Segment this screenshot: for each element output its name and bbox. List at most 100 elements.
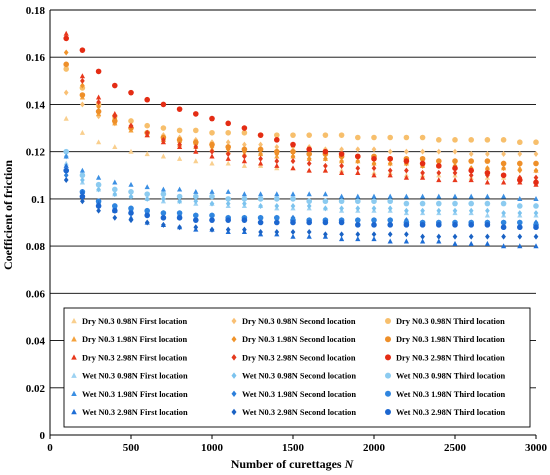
legend-item: Dry N0.3 0.98N Third location xyxy=(385,317,505,326)
data-point xyxy=(63,35,69,42)
data-point xyxy=(79,47,86,53)
data-point xyxy=(274,137,280,143)
data-point xyxy=(209,193,215,200)
data-point xyxy=(241,196,248,202)
data-point xyxy=(193,212,199,219)
data-point xyxy=(452,158,458,164)
data-point xyxy=(533,196,539,201)
data-point xyxy=(225,120,231,127)
legend-label: Wet N0.3 2.98N Third location xyxy=(396,408,506,417)
data-point xyxy=(144,122,150,129)
data-point xyxy=(387,134,394,141)
data-point xyxy=(322,148,329,155)
data-point xyxy=(371,165,377,172)
data-point xyxy=(533,160,539,167)
data-point xyxy=(112,214,118,221)
data-point xyxy=(128,89,134,96)
data-point xyxy=(500,160,507,167)
data-point xyxy=(485,233,490,240)
data-point xyxy=(112,82,118,89)
data-point xyxy=(193,188,199,194)
data-point xyxy=(225,129,231,136)
data-point xyxy=(436,148,442,155)
data-point xyxy=(339,205,344,212)
data-point xyxy=(306,132,313,138)
legend-marker xyxy=(231,408,237,416)
data-point xyxy=(274,191,280,197)
data-point xyxy=(225,196,231,202)
data-point xyxy=(323,162,328,169)
data-point xyxy=(258,202,263,209)
data-point xyxy=(241,217,248,223)
y-tick-label: 0.06 xyxy=(26,288,46,300)
data-point xyxy=(209,141,215,148)
series-16 xyxy=(63,177,539,240)
data-point xyxy=(274,228,280,235)
data-point xyxy=(80,82,85,89)
series-17 xyxy=(63,167,539,231)
data-point xyxy=(160,125,167,131)
legend-marker xyxy=(231,317,237,325)
data-point xyxy=(274,148,280,155)
data-point xyxy=(144,96,150,103)
data-point xyxy=(533,210,539,217)
data-point xyxy=(274,202,280,209)
data-point xyxy=(338,219,345,226)
data-point xyxy=(225,188,231,194)
data-point xyxy=(387,222,394,228)
data-point xyxy=(517,160,523,167)
data-point xyxy=(403,222,410,228)
data-point xyxy=(290,153,296,160)
data-point xyxy=(404,207,409,214)
data-point xyxy=(128,189,134,195)
data-point xyxy=(274,132,280,138)
data-point xyxy=(517,196,523,201)
data-point xyxy=(242,226,247,233)
data-point xyxy=(241,158,247,164)
legend-item: Wet N0.3 1.98N Second location xyxy=(231,390,356,399)
data-point xyxy=(355,217,361,223)
data-point xyxy=(404,148,409,155)
data-point xyxy=(63,177,69,183)
data-point xyxy=(258,228,263,235)
data-point xyxy=(274,143,280,150)
y-axis-title: Coefficient of friction xyxy=(1,160,15,270)
data-point xyxy=(355,236,361,242)
legend-item: Dry N0.3 2.98N Third location xyxy=(385,353,505,362)
data-point xyxy=(371,193,377,199)
data-point xyxy=(80,198,85,205)
data-point xyxy=(95,181,102,188)
data-point xyxy=(403,134,410,141)
legend-item: Dry N0.3 0.98N First location xyxy=(71,317,187,326)
data-point xyxy=(193,158,199,164)
data-point xyxy=(339,170,345,175)
data-point xyxy=(176,106,183,112)
data-point xyxy=(452,137,458,143)
data-point xyxy=(306,228,312,235)
data-point xyxy=(63,167,69,174)
data-point xyxy=(387,193,393,199)
x-tick-label: 1500 xyxy=(282,442,305,454)
data-point xyxy=(79,92,86,98)
data-point xyxy=(225,160,231,166)
x-tick-label: 3000 xyxy=(525,442,548,454)
data-point xyxy=(257,196,264,202)
data-point xyxy=(500,172,507,179)
data-point xyxy=(371,134,377,141)
y-tick-label: 0.12 xyxy=(26,147,46,159)
data-point xyxy=(258,155,263,162)
legend-marker xyxy=(231,390,237,398)
data-point xyxy=(144,219,150,226)
data-point xyxy=(257,219,264,226)
data-point xyxy=(355,170,361,175)
data-point xyxy=(63,153,69,159)
data-point xyxy=(371,236,377,242)
data-point xyxy=(128,122,134,129)
data-point xyxy=(96,139,102,145)
data-point xyxy=(355,158,361,165)
data-point xyxy=(306,202,312,209)
data-point xyxy=(468,222,475,228)
data-point xyxy=(468,240,474,246)
data-point xyxy=(95,108,102,115)
